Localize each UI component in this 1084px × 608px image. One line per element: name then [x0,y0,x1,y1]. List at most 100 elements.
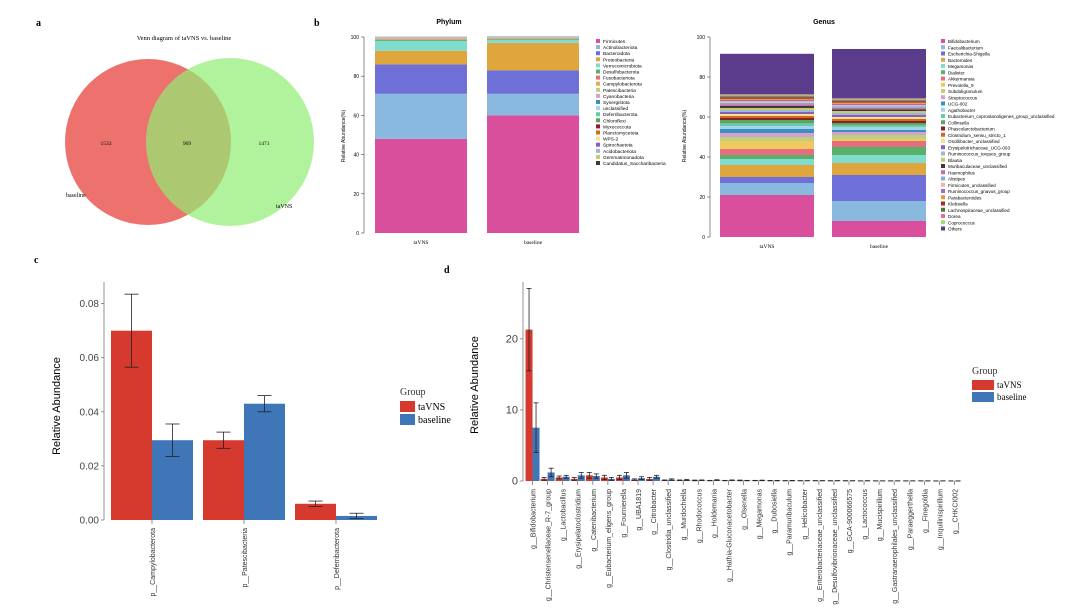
stacked-segment [720,165,814,177]
legend-swatch [596,69,600,74]
panel-c-y-label: Relative Abundance [51,357,63,455]
legend-swatch [941,95,945,100]
legend-label: Akkermansia [948,77,975,82]
x-category-label: g__Finegoldia [922,489,929,533]
legend-swatch [941,132,945,137]
venn-label-baseline: baseline [66,193,86,199]
legend-label-baseline: baseline [418,415,451,426]
panel-d: d Relative Abundance 0 10 20 g__Bifidobacte… [444,265,1027,605]
legend-swatch [941,164,945,168]
stacked-segment [375,40,467,51]
legend-swatch [941,57,945,62]
bar-taVNS [295,503,336,520]
legend-label: Myxococcota [603,124,631,130]
venn-title: Venn diagram of taVNS vs. baseline [137,35,232,42]
stacked-segment [720,98,814,100]
x-category-label: g__Helicobacter [802,488,809,539]
panel-c: c Relative Abundance 0.000.020.040.060.0… [34,255,451,597]
stacked-segment [720,123,814,126]
x-category-label: g__Murdochiella [681,489,688,540]
legend-swatch [596,136,600,141]
stacked-segment [832,132,926,135]
y-tick-label: 40 [353,153,359,159]
legend-swatch [941,176,945,181]
legend-label: Fusobacteriota [603,76,635,82]
legend-label: Blautia [948,158,962,163]
stacked-segment [720,100,814,102]
legend-swatch [941,126,945,131]
stacked-segment [832,99,926,101]
legend-label: Patescibacteria [603,88,636,94]
stacked-segment [832,127,926,130]
legend-swatch [596,118,600,123]
stacked-segment [832,103,926,105]
legend-swatch [596,93,600,98]
legend-label: Candidatus_Saccharibacteria [603,161,666,167]
panel-c-chart: 0.00 0.02 0.04 0.06 0.08 p__Campylobacterota p… [80,282,451,597]
legend-label: Subdoligranulum [948,89,983,94]
legend-swatch [941,151,945,156]
x-category-label: g__Inquilinispirillum [937,489,944,550]
y-tick-label: 0.00 [80,516,100,527]
stacked-segment [832,102,926,104]
x-category-label: g__Lactobacillus [561,489,568,542]
y-tick-label: 0 [356,231,359,237]
stacked-segment [720,126,814,129]
x-category-label: g__CHKCI002 [952,489,959,534]
stacked-segment [720,112,814,114]
legend-swatch [941,207,945,212]
y-tick-label: 100 [351,35,360,41]
stacked-segment [720,149,814,155]
legend-label: unclassified [603,106,628,112]
stacked-segment [375,50,467,65]
legend-swatch [941,170,945,175]
legend-label: Eubacterium_coprostanoligenes_group_uncl… [948,114,1055,119]
x-category-label: g__Christensenellaceae_R-7_group [546,489,553,601]
y-tick-label: 10 [506,404,518,416]
legend-swatch [941,82,945,87]
stacked-segment [720,101,814,103]
legend-swatch [941,101,945,106]
stacked-segment [487,38,579,40]
bar-baseline [532,427,540,481]
legend-label: Others [948,227,962,232]
legend-label: Prevotella_9 [948,83,974,88]
stacked-segment [720,110,814,112]
x-category-label: g__Enterobacteriaceae_unclassified [817,489,824,602]
legend-swatch [941,220,945,225]
stacked-segment [375,39,467,40]
x-category-label: p__Deferribacterota [334,528,341,590]
y-tick-label: 20 [506,333,518,345]
legend-swatch [941,195,945,200]
legend-swatch [596,161,600,165]
legend-title: Group [400,387,426,398]
stacked-segment [832,135,926,139]
stacked-segment [720,108,814,110]
legend-swatch [941,189,945,193]
stacked-segment [832,130,926,132]
stacked-segment [720,94,814,96]
stacked-segment [832,101,926,103]
y-tick-label: 60 [699,115,705,121]
y-tick-label: 60 [353,113,359,119]
panel-a: a Venn diagram of taVNS vs. baseline 153… [36,18,314,226]
phylum-title: Phylum [436,19,461,26]
x-category-label: g__Dubosiella [772,489,779,533]
legend-label: Firmicutes [603,39,626,45]
x-category-label: g__GCA-900066575 [847,489,854,553]
stacked-segment [720,116,814,118]
legend-swatch [596,154,600,159]
stacked-segment [832,141,926,147]
venn-left-only-count: 1533 [101,141,112,147]
y-tick-label: 80 [353,74,359,80]
legend-swatch [941,182,945,187]
stacked-segment [720,133,814,137]
legend-swatch [941,114,945,118]
legend-swatch [941,120,945,125]
legend-label: Alistipes [948,177,966,182]
x-category-label: baseline [524,240,543,246]
legend-title: Group [972,366,998,377]
stacked-segment [375,39,467,41]
legend-swatch [941,107,945,112]
legend-label: Coprococcus [948,220,976,225]
